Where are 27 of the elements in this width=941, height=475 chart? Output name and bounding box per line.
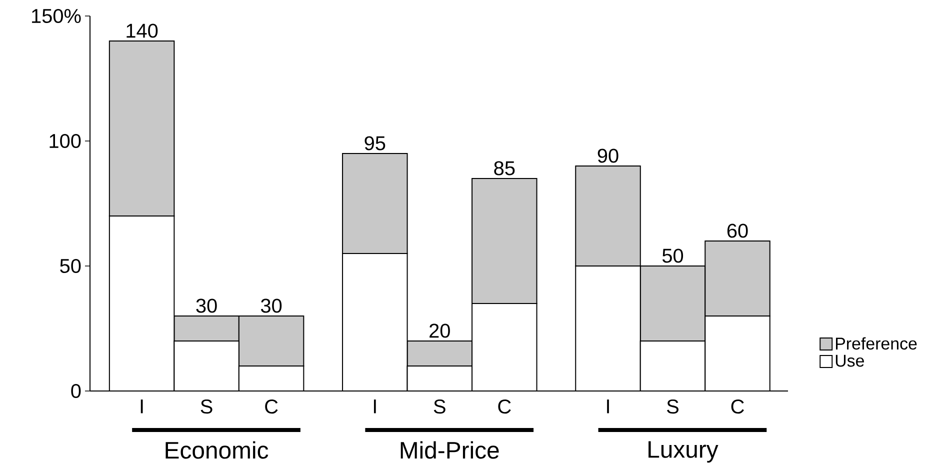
text: Economic [166,441,268,459]
x-tick-label: S [434,400,446,414]
total-label: 90 [598,148,618,163]
total-label: 50 [662,248,684,263]
x-tick-label: I [140,400,143,414]
total-label: 60 [727,224,748,238]
text: Luxury [648,441,718,463]
x-tick-label: C [498,400,511,414]
legend-label: Use [836,354,864,367]
total-label: 20 [430,324,450,338]
x-tick-label: C [265,400,278,414]
legend-label: Preference [836,337,917,350]
total-label: 30 [196,298,217,313]
x-tick-label: S [200,400,212,414]
y-tick-label: 0 [71,384,81,398]
x-tick-label: I [374,400,376,414]
text: Mid-Price [400,441,499,459]
x-tick-label: I [607,400,609,414]
x-tick-label: S [667,400,678,414]
y-tick-label: 100 [50,134,81,148]
y-tick-label: 150% [32,8,81,24]
x-tick-label: C [731,400,744,414]
total-label: 95 [364,136,386,150]
total-label: 30 [260,298,282,313]
total-label: 85 [494,161,515,176]
total-label: 140 [126,24,158,38]
y-tick-label: 50 [60,258,81,274]
